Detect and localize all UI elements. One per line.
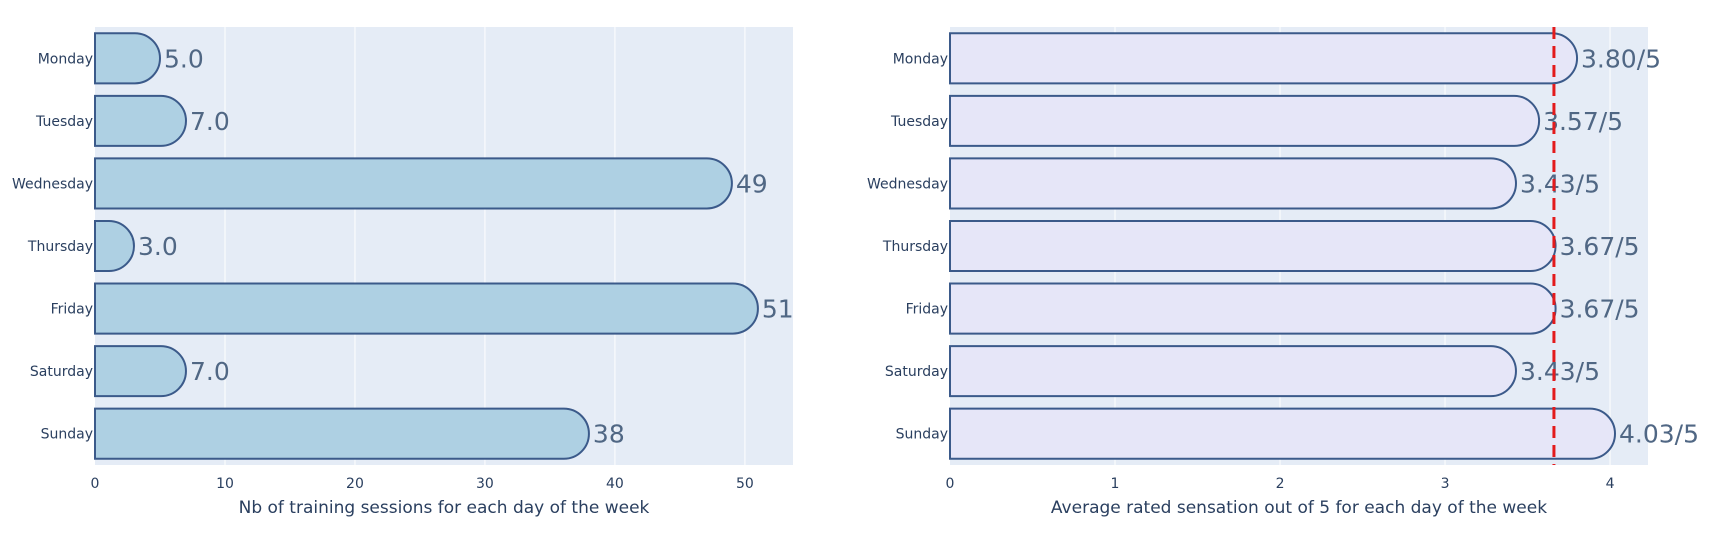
bar-friday (949, 282, 1557, 335)
y-tick-label: Monday (893, 51, 948, 67)
y-tick-label: Tuesday (890, 114, 948, 130)
bar-saturday (94, 345, 187, 398)
y-tick-label: Saturday (885, 364, 948, 380)
y-tick-label: Thursday (27, 239, 93, 255)
data-label: 3.57/5 (1543, 107, 1623, 136)
x-tick-label: 50 (736, 476, 754, 492)
x-tick-label: 0 (91, 476, 100, 492)
x-tick-label: 4 (1606, 476, 1615, 492)
bar-sunday (94, 407, 590, 460)
bar-thursday (94, 219, 135, 273)
plot-background (95, 27, 793, 465)
y-tick-label: Thursday (882, 239, 948, 255)
data-label: 7.0 (190, 357, 230, 386)
data-label: 3.80/5 (1581, 44, 1661, 73)
x-tick-label: 3 (1441, 476, 1450, 492)
chart-2: 0 1 2 3 4 3.80/5 Monday 3.57/5 Tuesday 3.43/5 Wedn… (867, 27, 1699, 518)
x-axis-title: Average rated sensation out of 5 for eac… (1051, 498, 1547, 518)
x-tick-label: 0 (946, 476, 955, 492)
data-label: 4.03/5 (1619, 420, 1699, 449)
y-tick-label: Monday (38, 51, 93, 67)
y-tick-label: Tuesday (35, 114, 93, 130)
y-tick-label: Wednesday (12, 176, 93, 192)
data-label: 3.67/5 (1560, 295, 1640, 324)
bar-friday (94, 282, 759, 335)
bar-wednesday (94, 157, 733, 210)
data-label: 51 (762, 295, 794, 324)
x-tick-label: 1 (1111, 476, 1120, 492)
data-label: 3.67/5 (1560, 232, 1640, 261)
bar-sunday (949, 407, 1616, 460)
chart-1: 0 10 20 30 40 50 5.0 Monday 7.0 Tuesday 49 Wednesda… (12, 27, 794, 518)
y-tick-label: Saturday (30, 364, 93, 380)
data-label: 3.0 (138, 232, 178, 261)
bar-tuesday (949, 94, 1541, 147)
y-tick-label: Friday (51, 302, 93, 318)
x-axis-title: Nb of training sessions for each day of … (239, 498, 650, 518)
bar-tuesday (94, 94, 187, 147)
x-tick-label: 10 (216, 476, 234, 492)
bar-wednesday (949, 157, 1517, 210)
y-tick-label: Wednesday (867, 176, 948, 192)
x-tick-label: 40 (606, 476, 624, 492)
data-label: 3.43/5 (1520, 357, 1600, 386)
y-tick-label: Friday (906, 302, 948, 318)
x-tick-label: 2 (1276, 476, 1285, 492)
bar-saturday (949, 345, 1517, 398)
bar-monday (94, 32, 161, 85)
y-tick-label: Sunday (41, 427, 93, 443)
bar-monday (949, 32, 1578, 85)
data-label: 38 (593, 420, 625, 449)
data-label: 49 (736, 169, 768, 198)
data-label: 3.43/5 (1520, 169, 1600, 198)
x-tick-label: 20 (346, 476, 364, 492)
data-label: 5.0 (164, 44, 204, 73)
data-label: 7.0 (190, 107, 230, 136)
bar-thursday (949, 219, 1557, 273)
x-tick-label: 30 (476, 476, 494, 492)
y-tick-label: Sunday (896, 427, 948, 443)
